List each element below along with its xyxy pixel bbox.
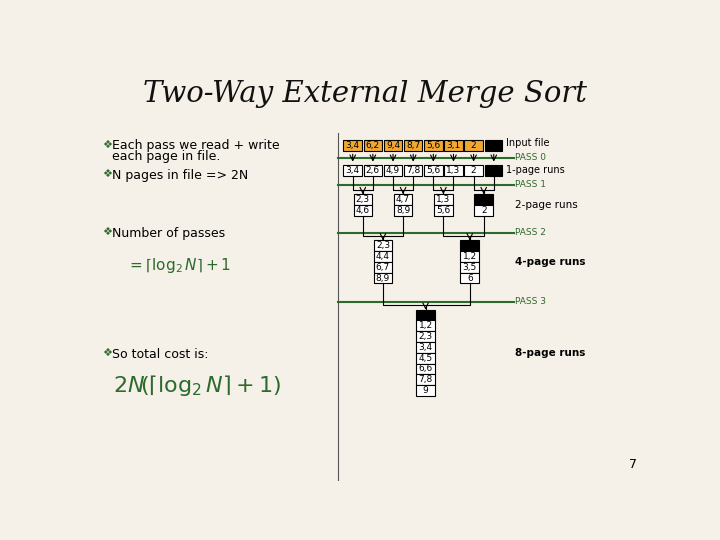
Bar: [474, 205, 493, 215]
Bar: [394, 205, 413, 215]
Bar: [424, 140, 443, 151]
Text: $2N\!\left(\lceil \log_2 N \rceil + 1\right)$: $2N\!\left(\lceil \log_2 N \rceil + 1\ri…: [113, 373, 282, 398]
Text: ❖: ❖: [102, 139, 112, 150]
Text: PASS 0: PASS 0: [516, 153, 546, 163]
Bar: [485, 140, 503, 151]
Text: 7,8: 7,8: [406, 166, 420, 175]
Bar: [354, 205, 372, 215]
Text: 8,9: 8,9: [396, 206, 410, 215]
Bar: [416, 309, 435, 320]
Bar: [416, 342, 435, 353]
Text: So total cost is:: So total cost is:: [112, 348, 208, 361]
Bar: [416, 331, 435, 342]
Text: 5,6: 5,6: [436, 206, 451, 215]
Text: 7,8: 7,8: [418, 375, 433, 384]
Text: 1-page runs: 1-page runs: [506, 165, 565, 176]
Bar: [464, 165, 483, 176]
Bar: [444, 165, 463, 176]
Text: 2,6: 2,6: [366, 166, 380, 175]
Bar: [424, 165, 443, 176]
Bar: [416, 353, 435, 363]
Bar: [461, 251, 479, 262]
Text: 2: 2: [471, 141, 477, 150]
Text: 1,2: 1,2: [418, 321, 433, 330]
Text: Two-Way External Merge Sort: Two-Way External Merge Sort: [143, 80, 587, 108]
Bar: [461, 240, 479, 251]
Bar: [343, 165, 362, 176]
Bar: [416, 363, 435, 374]
Bar: [384, 140, 402, 151]
Text: 4-page runs: 4-page runs: [516, 257, 586, 267]
Text: 2-page runs: 2-page runs: [516, 200, 578, 210]
Text: Input file: Input file: [506, 138, 549, 147]
Text: PASS 2: PASS 2: [516, 228, 546, 237]
Text: 8-page runs: 8-page runs: [516, 348, 586, 358]
Text: Number of passes: Number of passes: [112, 226, 225, 240]
Bar: [364, 165, 382, 176]
Bar: [416, 385, 435, 396]
Text: 2,3: 2,3: [376, 241, 390, 250]
Text: 2: 2: [471, 166, 477, 175]
Bar: [464, 140, 483, 151]
Bar: [374, 251, 392, 262]
Text: 6,2: 6,2: [366, 141, 380, 150]
Text: ❖: ❖: [102, 168, 112, 179]
Text: 9: 9: [423, 386, 428, 395]
Bar: [444, 140, 463, 151]
Text: PASS 3: PASS 3: [516, 298, 546, 307]
Text: ❖: ❖: [102, 226, 112, 237]
Bar: [374, 273, 392, 284]
Bar: [416, 320, 435, 331]
Bar: [374, 240, 392, 251]
Text: N pages in file => 2N: N pages in file => 2N: [112, 168, 248, 182]
Text: 4,9: 4,9: [386, 166, 400, 175]
Text: 5,6: 5,6: [426, 166, 441, 175]
Text: 6: 6: [467, 274, 472, 282]
Text: 4,5: 4,5: [418, 354, 433, 363]
Bar: [384, 165, 402, 176]
Text: ❖: ❖: [102, 348, 112, 358]
Text: 1,3: 1,3: [446, 166, 461, 175]
Bar: [374, 262, 392, 273]
Text: 9,4: 9,4: [386, 141, 400, 150]
Text: PASS 1: PASS 1: [516, 180, 546, 190]
Text: 3,1: 3,1: [446, 141, 461, 150]
Bar: [404, 140, 423, 151]
Text: 4,7: 4,7: [396, 195, 410, 204]
Bar: [364, 140, 382, 151]
Text: Each pass we read + write: Each pass we read + write: [112, 139, 279, 152]
Text: 4,6: 4,6: [356, 206, 370, 215]
Text: 3,4: 3,4: [346, 166, 360, 175]
Text: $= \lceil \log_2 N \rceil + 1$: $= \lceil \log_2 N \rceil + 1$: [127, 256, 231, 275]
Text: 3,5: 3,5: [463, 263, 477, 272]
Bar: [461, 262, 479, 273]
Text: 6,6: 6,6: [418, 364, 433, 374]
Text: 3,4: 3,4: [418, 343, 433, 352]
Bar: [404, 165, 423, 176]
Text: 2,3: 2,3: [418, 332, 433, 341]
Bar: [474, 194, 493, 205]
Text: 1,2: 1,2: [463, 252, 477, 261]
Bar: [416, 374, 435, 385]
Text: 5,6: 5,6: [426, 141, 441, 150]
Text: 8,7: 8,7: [406, 141, 420, 150]
Bar: [434, 205, 453, 215]
Text: 2,3: 2,3: [356, 195, 370, 204]
Bar: [485, 165, 503, 176]
Bar: [461, 273, 479, 284]
Text: 6,7: 6,7: [376, 263, 390, 272]
Text: each page in file.: each page in file.: [112, 150, 220, 163]
Text: 3,4: 3,4: [346, 141, 360, 150]
Text: 1,3: 1,3: [436, 195, 451, 204]
Text: 8,9: 8,9: [376, 274, 390, 282]
Bar: [394, 194, 413, 205]
Bar: [343, 140, 362, 151]
Bar: [434, 194, 453, 205]
Text: 2: 2: [481, 206, 487, 215]
Text: 7: 7: [629, 458, 637, 471]
Text: 4,4: 4,4: [376, 252, 390, 261]
Bar: [354, 194, 372, 205]
